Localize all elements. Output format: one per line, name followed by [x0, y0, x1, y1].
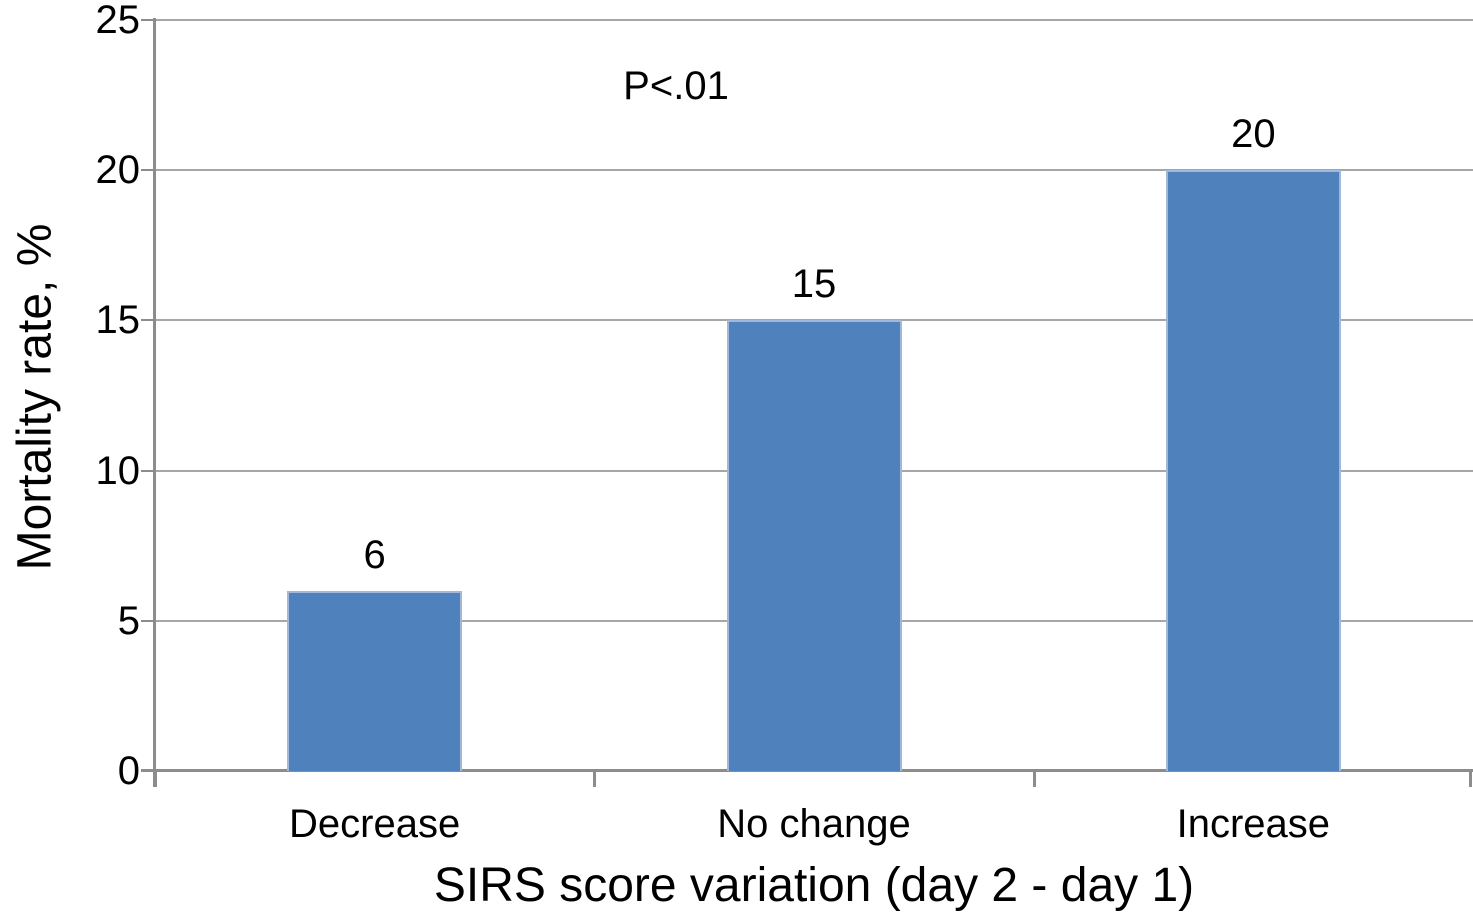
gridline: [155, 169, 1473, 172]
bar-value-label: 20: [1231, 112, 1276, 157]
y-axis-line: [153, 18, 156, 787]
x-axis-tick: [154, 771, 157, 787]
x-category-label: Decrease: [289, 802, 461, 846]
gridline: [155, 19, 1473, 21]
x-axis-tick: [593, 771, 597, 787]
x-axis-tick: [1032, 771, 1036, 787]
bar-value-label: 15: [791, 262, 837, 307]
y-tick-label: 15: [95, 298, 141, 343]
x-axis-tick: [1469, 771, 1472, 787]
y-axis-tick: [141, 619, 155, 622]
bar-decrease: [287, 590, 463, 771]
y-tick-label: 10: [95, 448, 141, 493]
y-tick-label: 5: [117, 598, 140, 643]
y-tick-label: 20: [95, 148, 141, 193]
y-axis-tick: [141, 469, 155, 472]
y-tick-label: 0: [117, 749, 140, 793]
y-axis-title: Mortality rate, %: [8, 223, 62, 571]
bar-no-change: [726, 320, 902, 771]
bar-value-label: 6: [363, 532, 386, 577]
x-category-label: Increase: [1176, 802, 1331, 846]
x-axis-title: SIRS score variation (day 2 - day 1): [433, 859, 1195, 912]
y-axis-tick: [141, 319, 155, 322]
p-value-annotation: P<.01: [623, 64, 729, 108]
bar-increase: [1165, 170, 1341, 771]
y-axis-tick: [141, 19, 155, 21]
y-axis-tick: [141, 169, 155, 172]
y-tick-label: 25: [95, 0, 141, 42]
x-category-label: No change: [717, 802, 911, 846]
